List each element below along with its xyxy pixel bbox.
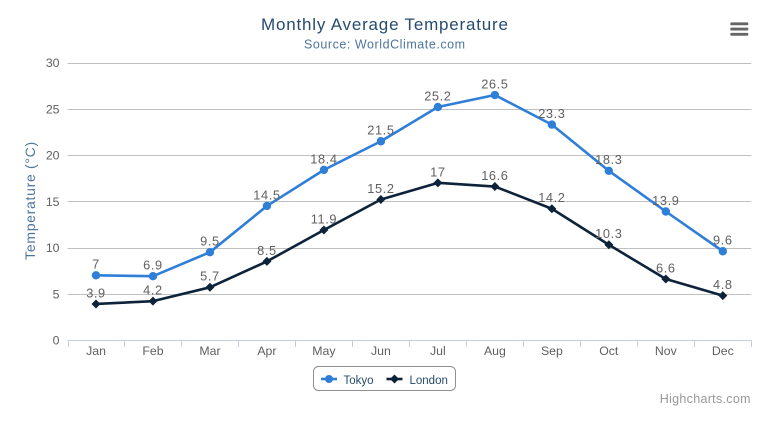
svg-text:10: 10	[46, 241, 60, 255]
svg-text:25.2: 25.2	[424, 88, 451, 103]
svg-text:9.6: 9.6	[713, 233, 733, 248]
svg-text:0: 0	[53, 334, 60, 348]
svg-text:4.8: 4.8	[713, 277, 733, 292]
svg-text:5: 5	[53, 287, 60, 301]
svg-text:Tokyo: Tokyo	[344, 375, 374, 387]
svg-text:London: London	[410, 375, 448, 387]
svg-text:6.9: 6.9	[143, 258, 163, 273]
svg-text:8.5: 8.5	[257, 243, 277, 258]
svg-text:Source: WorldClimate.com: Source: WorldClimate.com	[304, 37, 466, 51]
svg-text:18.3: 18.3	[595, 152, 622, 167]
svg-text:18.4: 18.4	[310, 151, 337, 166]
svg-text:23.3: 23.3	[538, 106, 565, 121]
svg-text:Highcharts.com: Highcharts.com	[660, 392, 751, 406]
svg-text:15.2: 15.2	[367, 181, 394, 196]
svg-text:Mar: Mar	[199, 344, 220, 358]
svg-text:7: 7	[92, 257, 100, 272]
svg-text:30: 30	[46, 56, 60, 70]
svg-text:Temperature (°C): Temperature (°C)	[22, 141, 38, 260]
svg-text:4.2: 4.2	[143, 283, 163, 298]
svg-text:20: 20	[46, 149, 60, 163]
svg-text:10.3: 10.3	[595, 226, 622, 241]
svg-text:May: May	[312, 344, 336, 358]
svg-text:Jun: Jun	[371, 344, 391, 358]
svg-text:Apr: Apr	[257, 344, 276, 358]
svg-text:25: 25	[46, 102, 60, 116]
svg-text:26.5: 26.5	[481, 76, 508, 91]
svg-text:17: 17	[430, 164, 445, 179]
svg-text:Nov: Nov	[655, 344, 678, 358]
svg-text:6.6: 6.6	[656, 260, 676, 275]
svg-text:14.2: 14.2	[538, 190, 565, 205]
svg-text:Aug: Aug	[484, 344, 506, 358]
svg-text:Dec: Dec	[712, 344, 734, 358]
svg-text:15: 15	[46, 195, 60, 209]
svg-text:Feb: Feb	[142, 344, 163, 358]
svg-text:3.9: 3.9	[86, 285, 106, 300]
svg-text:Monthly Average Temperature: Monthly Average Temperature	[261, 15, 509, 34]
svg-text:21.5: 21.5	[367, 123, 394, 138]
svg-text:Sep: Sep	[541, 344, 563, 358]
svg-text:13.9: 13.9	[652, 193, 679, 208]
svg-text:Oct: Oct	[599, 344, 619, 358]
svg-text:16.6: 16.6	[481, 168, 508, 183]
svg-text:Jul: Jul	[430, 344, 446, 358]
svg-text:Jan: Jan	[86, 344, 106, 358]
svg-text:11.9: 11.9	[311, 211, 337, 226]
svg-text:14.5: 14.5	[253, 187, 280, 202]
svg-text:9.5: 9.5	[200, 234, 220, 249]
svg-text:5.7: 5.7	[200, 269, 220, 284]
